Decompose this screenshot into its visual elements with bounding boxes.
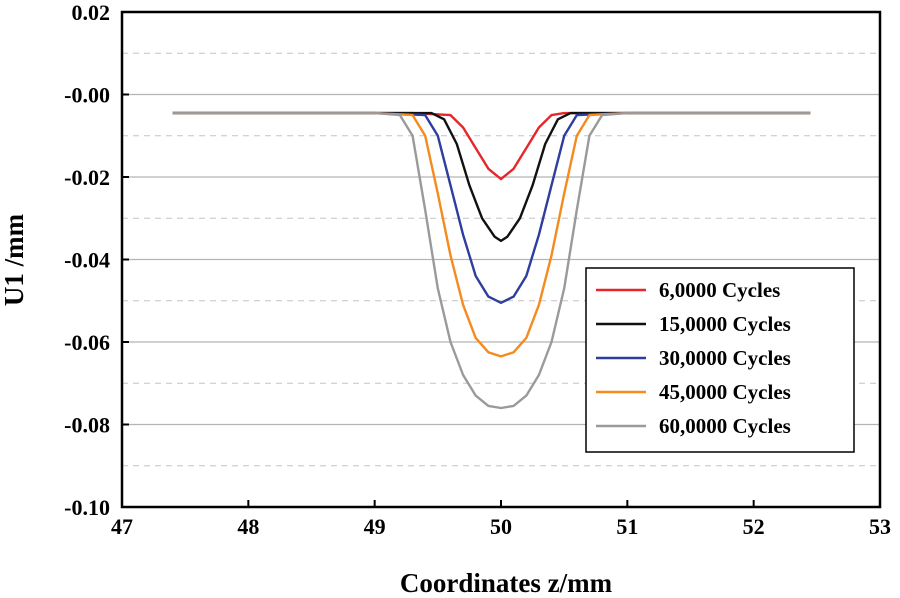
series-line-5 (172, 111, 811, 410)
series-line-3 (172, 111, 811, 304)
y-tick-label: -0.08 (64, 413, 110, 438)
y-tick-label: -0.02 (64, 165, 110, 190)
legend-label-1: 6,0000 Cycles (659, 278, 780, 302)
x-axis-title: Coordinates z/mm (400, 568, 613, 598)
y-tick-label: -0.10 (64, 495, 110, 520)
y-tick-label: 0.02 (72, 0, 111, 25)
series-line-4 (172, 111, 811, 358)
y-tick-label: -0.06 (64, 330, 110, 355)
y-tick-label: -0.04 (64, 248, 110, 273)
x-tick-label: 53 (869, 514, 891, 539)
x-tick-label: 51 (616, 514, 638, 539)
series-line-1 (172, 111, 811, 181)
legend: 6,0000 Cycles 15,0000 Cycles 30,0000 Cycle… (585, 267, 855, 453)
legend-label-5: 60,0000 Cycles (659, 414, 791, 438)
series-layer (172, 111, 811, 410)
y-axis-title: U1 /mm (0, 213, 29, 306)
legend-label-3: 30,0000 Cycles (659, 346, 791, 370)
legend-box (585, 267, 855, 453)
x-tick-label: 49 (364, 514, 386, 539)
legend-label-4: 45,0000 Cycles (659, 380, 791, 404)
x-tick-label: 50 (490, 514, 512, 539)
x-tick-label: 47 (111, 514, 133, 539)
series-line-2 (172, 111, 811, 243)
y-tick-label: -0.00 (64, 83, 110, 108)
tick-layer: 47 48 49 50 51 52 53 0.02 -0.00 -0.02 -0.04 -0.06 -0… (64, 0, 891, 539)
x-tick-label: 48 (237, 514, 259, 539)
x-tick-label: 52 (743, 514, 765, 539)
legend-label-2: 15,0000 Cycles (659, 312, 791, 336)
